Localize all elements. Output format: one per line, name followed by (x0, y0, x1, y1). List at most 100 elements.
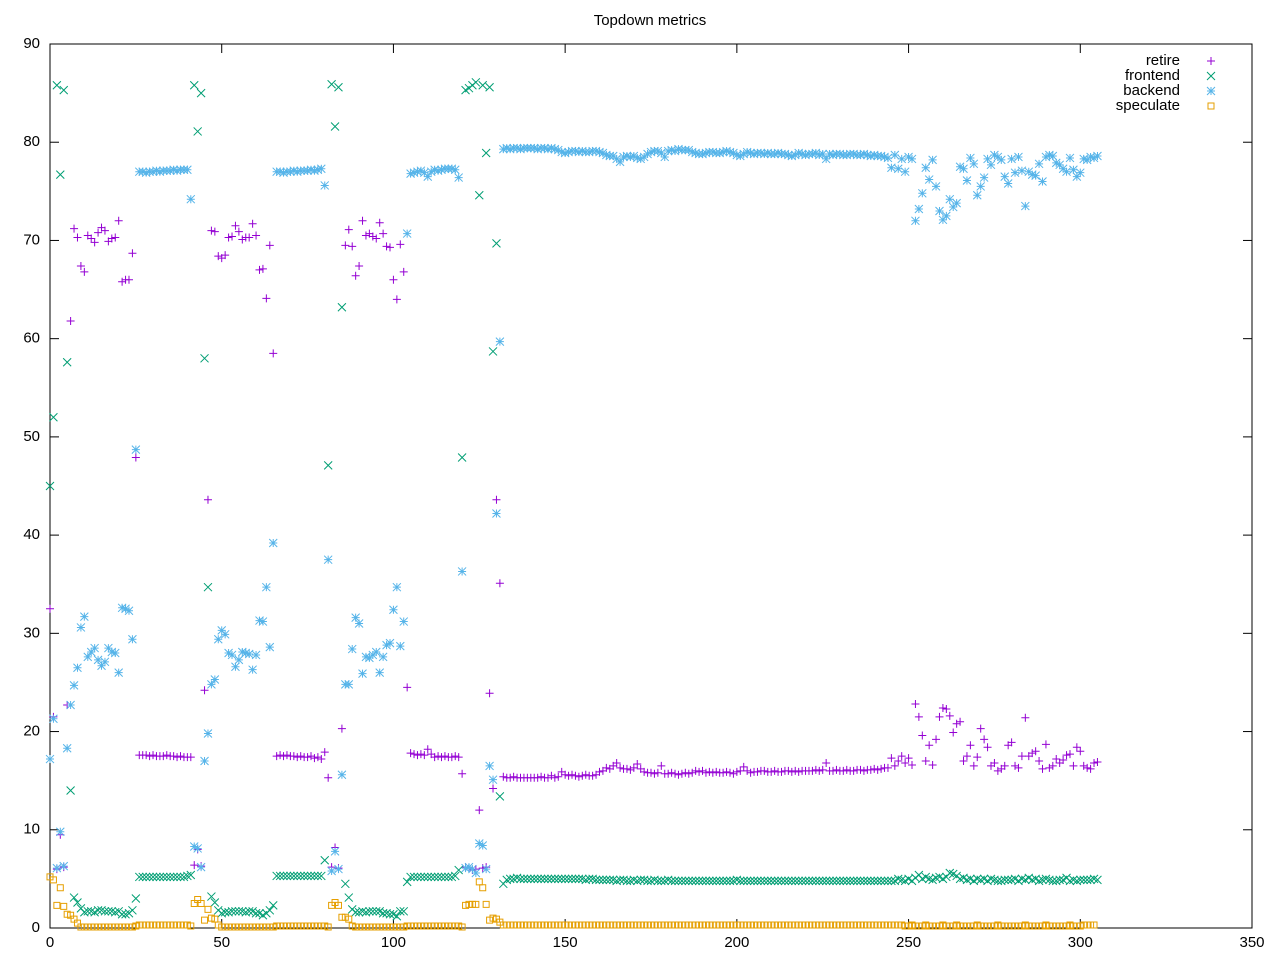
point-retire (361, 231, 370, 240)
point-frontend (265, 905, 275, 915)
point-frontend (183, 871, 192, 881)
point-retire (492, 495, 501, 504)
point-backend (406, 169, 415, 179)
point-speculate (73, 919, 81, 927)
y-tick-label: 10 (23, 821, 40, 838)
point-retire (581, 770, 590, 779)
point-frontend (608, 875, 618, 885)
point-backend (1079, 154, 1089, 164)
point-backend (1048, 151, 1058, 161)
point-retire (1059, 756, 1068, 765)
point-backend (856, 150, 865, 160)
point-backend (759, 149, 769, 159)
point-retire (1017, 752, 1026, 761)
chart-title: Topdown metrics (594, 12, 707, 29)
point-frontend (320, 855, 330, 865)
point-backend (828, 150, 838, 160)
point-backend (237, 647, 247, 657)
point-backend (471, 868, 481, 878)
point-frontend (533, 874, 543, 884)
point-frontend (842, 876, 852, 886)
point-backend (251, 650, 261, 660)
point-backend (224, 648, 233, 658)
point-retire (753, 767, 762, 776)
point-retire (811, 765, 820, 774)
point-backend (708, 147, 718, 157)
point-retire (1052, 755, 1061, 764)
point-speculate (898, 921, 906, 929)
point-retire (1072, 743, 1081, 752)
point-frontend (296, 871, 306, 881)
point-frontend (1093, 875, 1102, 885)
point-backend (73, 663, 82, 673)
point-retire (1079, 761, 1088, 770)
point-retire (372, 234, 381, 243)
point-frontend (289, 871, 299, 881)
point-frontend (866, 876, 876, 886)
point-speculate (190, 899, 198, 907)
point-backend (1089, 153, 1099, 163)
point-backend (131, 445, 141, 455)
point-backend (670, 146, 680, 156)
point-frontend (883, 876, 893, 886)
point-frontend (340, 879, 350, 889)
point-retire (626, 765, 635, 774)
point-retire (111, 233, 120, 242)
point-backend (275, 167, 285, 177)
y-tick-label: 50 (23, 428, 40, 445)
point-frontend (784, 876, 793, 886)
point-backend (931, 182, 941, 191)
point-retire (190, 861, 199, 870)
point-retire (1035, 757, 1044, 766)
point-backend (1051, 158, 1061, 168)
point-backend (382, 640, 391, 650)
point-retire (310, 754, 319, 763)
point-retire (313, 753, 322, 762)
point-retire (1038, 764, 1047, 773)
point-backend (316, 164, 326, 174)
y-tick-label: 90 (23, 35, 40, 52)
point-backend (389, 605, 398, 615)
point-frontend (189, 80, 199, 90)
point-retire (234, 227, 243, 236)
point-speculate (201, 916, 209, 924)
point-backend (883, 153, 893, 163)
point-retire (677, 769, 686, 778)
point-frontend (708, 876, 718, 886)
point-backend (90, 643, 99, 653)
point-backend (821, 154, 831, 164)
point-backend (904, 152, 913, 162)
point-frontend (231, 906, 240, 916)
point-retire (1045, 763, 1054, 772)
point-frontend (237, 906, 247, 916)
point-retire (983, 743, 992, 752)
point-frontend (1089, 874, 1099, 884)
point-backend (392, 582, 402, 592)
point-backend (811, 148, 821, 158)
point-backend (808, 149, 817, 159)
point-retire (712, 767, 721, 776)
legend-label: frontend (1125, 67, 1180, 84)
point-backend (701, 148, 711, 158)
point-frontend (49, 412, 58, 422)
point-retire (46, 604, 54, 613)
point-backend (461, 863, 470, 873)
point-frontend (519, 874, 529, 884)
point-backend (121, 604, 130, 614)
point-speculate (1021, 921, 1029, 929)
point-retire (348, 242, 357, 251)
point-frontend (876, 876, 886, 886)
point-retire (214, 252, 223, 261)
point-frontend (646, 876, 656, 886)
point-backend (835, 149, 845, 159)
point-backend (742, 147, 752, 157)
point-backend (979, 173, 989, 182)
legend-marker (1206, 71, 1216, 81)
point-backend (632, 153, 642, 163)
point-backend (818, 149, 828, 159)
point-retire (293, 753, 302, 762)
point-retire (962, 752, 971, 761)
point-backend (234, 655, 244, 665)
point-frontend (804, 876, 814, 886)
point-frontend (516, 874, 525, 884)
